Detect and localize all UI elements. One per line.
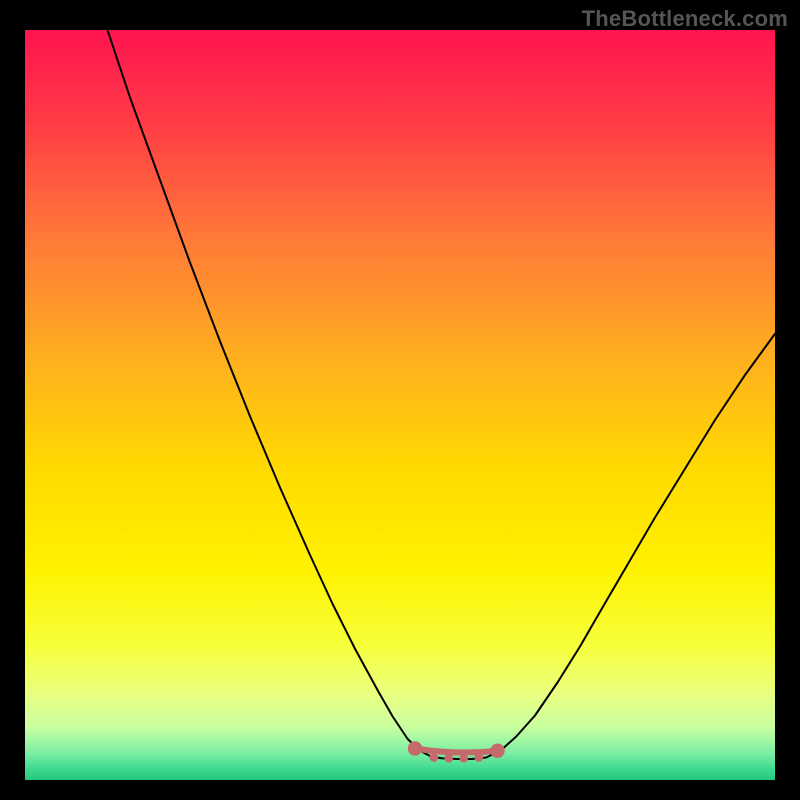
- plot-svg: [25, 30, 775, 780]
- chart-canvas: TheBottleneck.com: [0, 0, 800, 800]
- plot-area: [25, 30, 775, 780]
- gradient-background: [25, 30, 775, 780]
- watermark-text: TheBottleneck.com: [582, 6, 788, 32]
